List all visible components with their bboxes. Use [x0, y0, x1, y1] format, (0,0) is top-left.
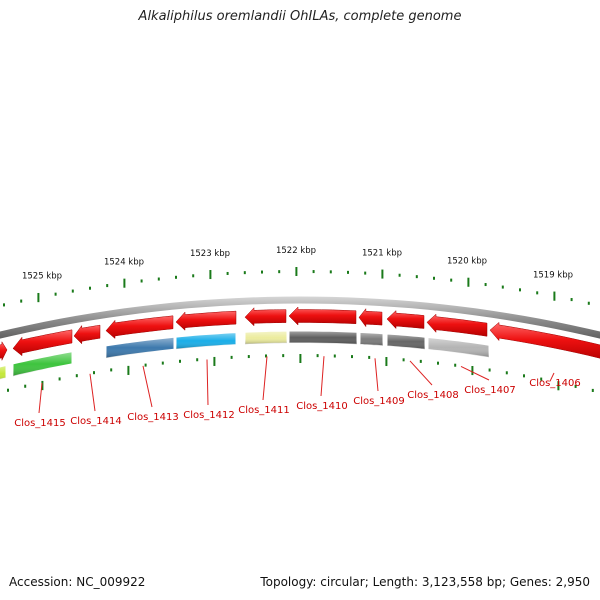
genes-value: 2,950	[555, 575, 590, 589]
gene-leader-line	[374, 358, 379, 392]
gene-category-bar-shade	[289, 331, 357, 345]
gene-leader-line	[89, 373, 96, 412]
gene-feature-arrow	[489, 321, 600, 359]
gene-category-bar-shade	[428, 337, 489, 358]
scale-label: 1521 kbp	[362, 249, 402, 259]
gene-label: Clos_1412	[183, 410, 235, 421]
length-label: Length:	[372, 575, 419, 589]
accession-label: Accession:	[9, 575, 73, 589]
gene-label: Clos_1406	[529, 378, 581, 389]
gene-feature-arrow	[288, 306, 357, 326]
scale-label: 1525 kbp	[22, 271, 62, 281]
gene-leader-line	[320, 356, 325, 397]
gene-feature-arrow	[386, 310, 425, 330]
gene-feature-arrow	[105, 315, 174, 340]
gene-leader-line	[262, 356, 268, 401]
gene-category-bar-shade	[0, 365, 6, 380]
accession-value: NC_009922	[76, 575, 146, 589]
gene-label: Clos_1414	[70, 416, 122, 427]
gene-label: Clos_1413	[127, 412, 179, 423]
length-value: 3,123,558 bp	[421, 575, 502, 589]
gene-label: Clos_1407	[464, 385, 516, 396]
gene-category-bar-shade	[176, 332, 236, 350]
gene-leader-line	[206, 359, 209, 406]
scale-label: 1523 kbp	[190, 249, 230, 259]
gene-leader-line	[38, 382, 43, 414]
gene-feature-arrow	[73, 324, 101, 345]
gene-category-bar-shade	[360, 332, 383, 346]
gene-feature-arrow	[358, 307, 383, 328]
accession-info: Accession: NC_009922	[9, 575, 145, 589]
gene-feature-arrow	[426, 313, 488, 337]
gene-label: Clos_1415	[14, 418, 66, 429]
scale-label: 1520 kbp	[447, 257, 487, 267]
scale-label: 1519 kbp	[533, 270, 573, 280]
gene-feature-arrow	[12, 329, 73, 357]
gene-label: Clos_1411	[238, 405, 290, 416]
gene-category-bar-shade	[387, 334, 425, 350]
gene-feature-arrow	[175, 310, 237, 331]
gene-leader-line	[460, 365, 490, 381]
gene-label: Clos_1408	[407, 390, 459, 401]
topology-label: Topology:	[260, 575, 317, 589]
genome-backbone	[0, 296, 600, 339]
gene-leader-line	[142, 365, 153, 408]
gene-leader-line	[549, 372, 555, 382]
scale-label: 1524 kbp	[104, 258, 144, 268]
gene-feature-arrow	[0, 340, 8, 361]
gene-label: Clos_1410	[296, 401, 348, 412]
scale-label: 1522 kbp	[276, 246, 316, 256]
gene-category-bar-shade	[106, 337, 174, 359]
gene-leader-line	[409, 360, 433, 386]
genome-title: Alkaliphilus oremlandii OhILAs, complete…	[138, 9, 462, 24]
gene-label: Clos_1409	[353, 396, 405, 407]
gene-category-bar-shade	[13, 351, 72, 377]
topology-value: circular	[320, 575, 365, 589]
gene-feature-arrow	[244, 307, 287, 327]
genes-label: Genes:	[509, 575, 552, 589]
gene-category-bar-shade	[245, 331, 287, 345]
genome-summary: Topology: circular; Length: 3,123,558 bp…	[260, 575, 590, 589]
